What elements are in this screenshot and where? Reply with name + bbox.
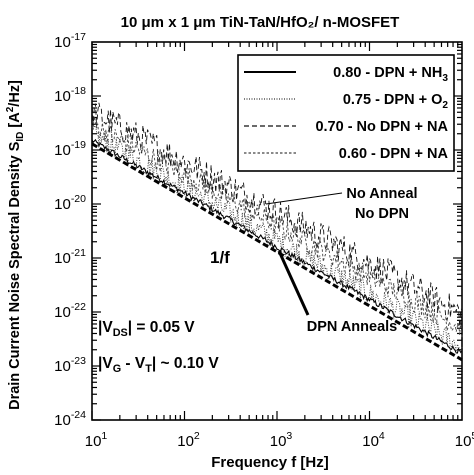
svg-text:Drain Current Noise Spectral D: Drain Current Noise Spectral Density SID… — [5, 80, 26, 410]
dpn-anneals-label: DPN Anneals — [307, 319, 398, 335]
no-anneal-label: No Anneal — [346, 186, 417, 202]
data-series — [91, 99, 463, 354]
y-tick-labels: 10-17 10-18 10-19 10-20 10-21 10-22 10-23 10-24 — [54, 31, 86, 429]
series-line — [91, 138, 463, 354]
series-line — [91, 122, 463, 354]
reference-line-group: 1/f — [91, 142, 463, 362]
x-tick-label: 101 — [85, 430, 108, 450]
legend-label: 0.75 - DPN + O2 — [343, 92, 449, 111]
y-tick-label: 10-19 — [54, 139, 86, 159]
x-tick-label: 103 — [270, 430, 293, 450]
chart-title: 10 μm x 1 μm TiN-TaN/HfO₂/ n-MOSFET — [121, 14, 400, 31]
legend-label: 0.80 - DPN + NH3 — [333, 65, 448, 84]
axis-ticks — [91, 42, 462, 421]
y-tick-label: 10-18 — [54, 85, 86, 105]
y-tick-label: 10-22 — [54, 301, 86, 321]
dpn-anneals-pointer — [277, 250, 310, 316]
x-tick-labels: 101 102 103 104 105 — [85, 430, 474, 450]
legend-label: 0.60 - DPN + NA — [339, 146, 449, 162]
x-tick-label: 102 — [177, 430, 200, 450]
x-tick-label: 105 — [455, 430, 474, 450]
legend-label: 0.70 - No DPN + NA — [315, 119, 448, 135]
x-axis-label: Frequency f [Hz] — [211, 454, 329, 471]
y-axis-label: Drain Current Noise Spectral Density SID… — [5, 80, 26, 410]
y-tick-label: 10-24 — [54, 409, 86, 429]
y-tick-label: 10-17 — [54, 31, 86, 51]
y-tick-label: 10-20 — [54, 193, 86, 213]
series-line — [91, 116, 463, 339]
vds-condition-label: |VDS| = 0.05 V — [98, 319, 195, 339]
legend-box — [237, 54, 455, 172]
x-tick-label: 104 — [362, 430, 385, 450]
y-tick-label: 10-23 — [54, 355, 86, 375]
series-line — [91, 99, 463, 327]
no-anneal-pointer — [265, 192, 343, 205]
one-over-f-label: 1/f — [210, 248, 230, 267]
annotations: No Anneal No DPN DPN Anneals |VDS| = 0.05 V… — [98, 186, 418, 375]
no-dpn-label: No DPN — [355, 206, 409, 222]
vgvt-condition-label: |VG - VT| ~ 0.10 V — [98, 355, 219, 375]
y-tick-label: 10-21 — [54, 247, 86, 267]
legend: 0.80 - DPN + NH3 0.75 - DPN + O2 0.70 - No… — [237, 54, 455, 172]
